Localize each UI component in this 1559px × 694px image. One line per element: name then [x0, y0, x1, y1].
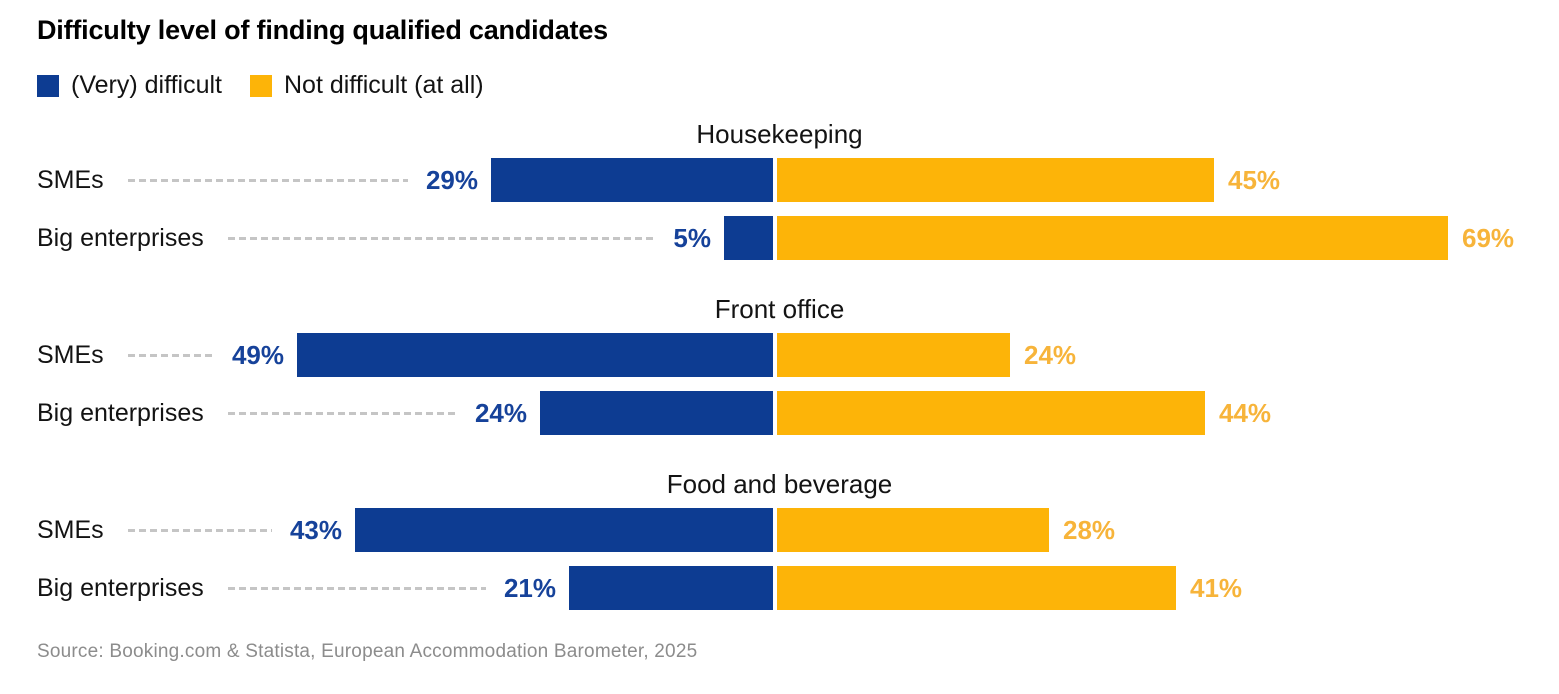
legend-item-difficult: (Very) difficult — [37, 71, 222, 100]
bar-not-difficult — [777, 216, 1448, 260]
value-label-not-difficult: 44% — [1219, 397, 1272, 428]
row-left-half: Big enterprises 24% — [37, 391, 773, 435]
bar-not-difficult — [777, 333, 1010, 377]
leader-line — [127, 528, 272, 532]
row-left-half: SMEs 29% — [37, 158, 773, 202]
legend-swatch-difficult-icon — [37, 74, 59, 97]
leader-line — [227, 586, 486, 590]
row-label: Big enterprises — [37, 573, 204, 602]
chart-title: Difficulty level of finding qualified ca… — [37, 15, 608, 45]
value-label-difficult: 49% — [231, 339, 284, 370]
group-title: Food and beverage — [666, 469, 893, 499]
legend-swatch-not-difficult-icon — [249, 74, 272, 97]
chart-row: Big enterprises 21% 41% — [37, 566, 1242, 610]
chart-row: SMEs 49% 24% — [37, 333, 1076, 377]
legend-label-difficult: (Very) difficult — [71, 71, 222, 99]
row-right-half: 44% — [777, 391, 1271, 435]
bar-difficult — [297, 333, 773, 377]
row-right-half: 28% — [777, 508, 1115, 552]
row-label: SMEs — [37, 165, 104, 194]
row-left-half: Big enterprises 21% — [37, 566, 773, 610]
chart-row: Big enterprises 24% 44% — [37, 391, 1271, 435]
row-right-half: 41% — [777, 566, 1242, 610]
row-right-half: 24% — [777, 333, 1076, 377]
value-label-not-difficult: 28% — [1063, 514, 1116, 545]
row-label: Big enterprises — [37, 223, 204, 252]
value-label-not-difficult: 69% — [1462, 222, 1515, 253]
row-right-half: 45% — [777, 158, 1280, 202]
leader-line — [127, 353, 214, 357]
bar-difficult — [355, 508, 773, 552]
row-label: SMEs — [37, 515, 104, 544]
bar-not-difficult — [777, 391, 1205, 435]
bar-difficult — [724, 216, 773, 260]
value-label-difficult: 43% — [289, 514, 342, 545]
row-label: SMEs — [37, 340, 104, 369]
bar-not-difficult — [777, 566, 1176, 610]
value-label-difficult: 29% — [425, 164, 478, 195]
row-left-half: Big enterprises 5% — [37, 216, 773, 260]
row-right-half: 69% — [777, 216, 1514, 260]
row-left-half: SMEs 43% — [37, 508, 773, 552]
legend-label-not-difficult: Not difficult (at all) — [283, 71, 484, 99]
value-label-not-difficult: 41% — [1190, 572, 1243, 603]
bar-not-difficult — [777, 158, 1214, 202]
group-title: Housekeeping — [696, 119, 863, 149]
chart-row: Big enterprises 5% 69% — [37, 216, 1514, 260]
bar-difficult — [540, 391, 773, 435]
group-title: Front office — [714, 294, 845, 324]
bar-not-difficult — [777, 508, 1049, 552]
row-left-half: SMEs 49% — [37, 333, 773, 377]
value-label-difficult: 24% — [474, 397, 527, 428]
legend: (Very) difficult Not difficult (at all) — [37, 71, 484, 100]
chart-row: SMEs 43% 28% — [37, 508, 1115, 552]
source-note: Source: Booking.com & Statista, European… — [37, 641, 698, 662]
chart-row: SMEs 29% 45% — [37, 158, 1280, 202]
leader-line — [227, 236, 656, 240]
bar-difficult — [569, 566, 773, 610]
leader-line — [127, 178, 408, 182]
value-label-difficult: 21% — [503, 572, 556, 603]
value-label-not-difficult: 45% — [1228, 164, 1281, 195]
legend-item-not-difficult: Not difficult (at all) — [249, 71, 484, 100]
row-label: Big enterprises — [37, 398, 204, 427]
value-label-not-difficult: 24% — [1024, 339, 1077, 370]
bar-difficult — [491, 158, 773, 202]
value-label-difficult: 5% — [673, 222, 711, 253]
leader-line — [227, 411, 457, 415]
